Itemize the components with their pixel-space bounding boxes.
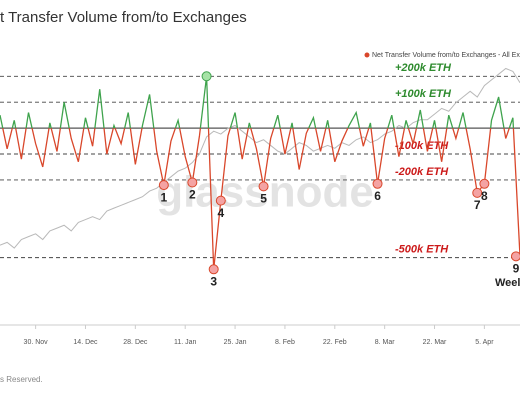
x-tick-label: 28. Dec — [123, 339, 148, 346]
reference-label: +100k ETH — [395, 88, 452, 100]
annotation-marker — [158, 180, 169, 191]
annotation-marker — [215, 195, 226, 206]
highlight-marker — [201, 71, 212, 82]
x-tick-label: 5. Apr — [475, 339, 494, 346]
x-tick-label: 8. Mar — [375, 339, 396, 346]
corner-text: Weel — [495, 277, 520, 289]
annotation-label: 8 — [481, 189, 488, 203]
series-line-positive — [0, 76, 515, 129]
annotation-marker — [258, 181, 269, 192]
x-tick-label: 22. Feb — [323, 339, 347, 346]
annotation-label: 1 — [160, 190, 167, 204]
reference-label: -200k ETH — [395, 166, 449, 178]
footer: s Reserved. — [0, 375, 43, 384]
x-tick-label: 30. Nov — [24, 339, 49, 346]
reference-label: -100k ETH — [395, 140, 449, 152]
series-line-negative — [2, 128, 520, 270]
legend-label: Net Transfer Volume from/to Exchanges - … — [372, 52, 520, 59]
annotation-marker — [208, 264, 219, 275]
annotation-label: 2 — [189, 188, 196, 202]
x-tick-label: 11. Jan — [174, 339, 197, 346]
reference-label: -500k ETH — [395, 244, 449, 256]
annotation-label: 7 — [474, 198, 481, 212]
annotation-marker — [479, 178, 490, 189]
x-tick-label: 22. Mar — [423, 339, 447, 346]
reference-label: +200k ETH — [395, 62, 452, 74]
legend-swatch — [364, 52, 370, 58]
x-tick-label: 25. Jan — [224, 339, 247, 346]
annotation-marker — [511, 251, 520, 262]
annotation-marker — [472, 187, 483, 198]
annotation-label: 4 — [217, 206, 224, 220]
annotation-label: 9 — [513, 262, 520, 276]
annotation-label: 3 — [210, 274, 217, 288]
x-tick-label: 14. Dec — [73, 339, 98, 346]
annotation-label: 6 — [374, 189, 381, 203]
price-line — [0, 67, 520, 249]
chart-title: t Transfer Volume from/to Exchanges — [0, 9, 247, 26]
x-tick-label: 8. Feb — [275, 339, 295, 346]
annotation-label: 5 — [260, 192, 267, 206]
annotation-marker — [372, 178, 383, 189]
annotation-marker — [187, 177, 198, 188]
